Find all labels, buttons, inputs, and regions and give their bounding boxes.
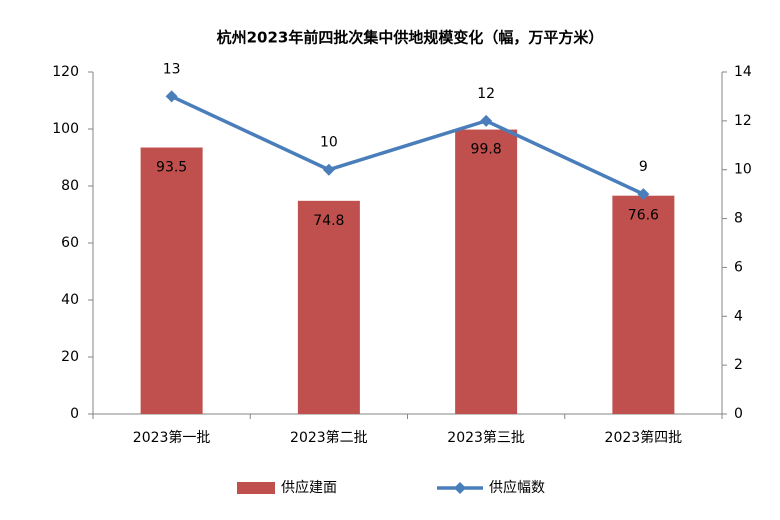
y2-tick-label: 2 [734, 357, 743, 373]
y2-tick-label: 4 [734, 308, 743, 324]
y2-tick-label: 6 [734, 259, 743, 275]
bar-value-label: 74.8 [313, 213, 344, 229]
bar [297, 200, 360, 414]
y2-tick-label: 8 [734, 211, 743, 227]
y-tick-label: 40 [61, 292, 79, 308]
legend-label: 供应幅数 [489, 479, 545, 496]
y2-tick-label: 12 [734, 113, 752, 129]
y-tick-label: 20 [61, 349, 79, 365]
legend-marker [454, 482, 466, 494]
line-value-label: 10 [320, 135, 338, 151]
bar-value-label: 76.6 [628, 208, 659, 224]
line [170, 94, 645, 196]
x-tick-label: 2023第二批 [290, 429, 368, 446]
y-tick-label: 0 [70, 406, 79, 422]
y-tick-label: 120 [52, 64, 79, 80]
y2-tick-label: 14 [734, 64, 752, 80]
line-value-label: 9 [639, 159, 648, 175]
chart-title: 杭州2023年前四批次集中供地规模变化（幅，万平方米） [217, 29, 604, 47]
y-tick-label: 100 [52, 121, 79, 137]
bar [455, 129, 518, 414]
bar-value-label: 99.8 [471, 142, 502, 158]
line-marker [165, 90, 178, 103]
line-marker [637, 188, 650, 201]
x-tick-label: 2023第一批 [133, 429, 211, 446]
y2-tick-label: 10 [734, 162, 752, 178]
x-tick-label: 2023第四批 [605, 429, 683, 446]
line-marker [480, 114, 493, 127]
line-value-label: 12 [477, 86, 495, 102]
y-tick-label: 80 [61, 178, 79, 194]
y-tick-label: 60 [61, 235, 79, 251]
bar [612, 195, 675, 414]
y2-tick-label: 0 [734, 406, 743, 422]
x-tick-label: 2023第三批 [447, 429, 525, 446]
legend-swatch [237, 482, 275, 494]
line-marker [322, 163, 335, 176]
bar [140, 147, 203, 414]
bar-value-label: 93.5 [156, 160, 187, 176]
line-value-label: 13 [163, 61, 181, 77]
legend-label: 供应建面 [281, 479, 337, 496]
